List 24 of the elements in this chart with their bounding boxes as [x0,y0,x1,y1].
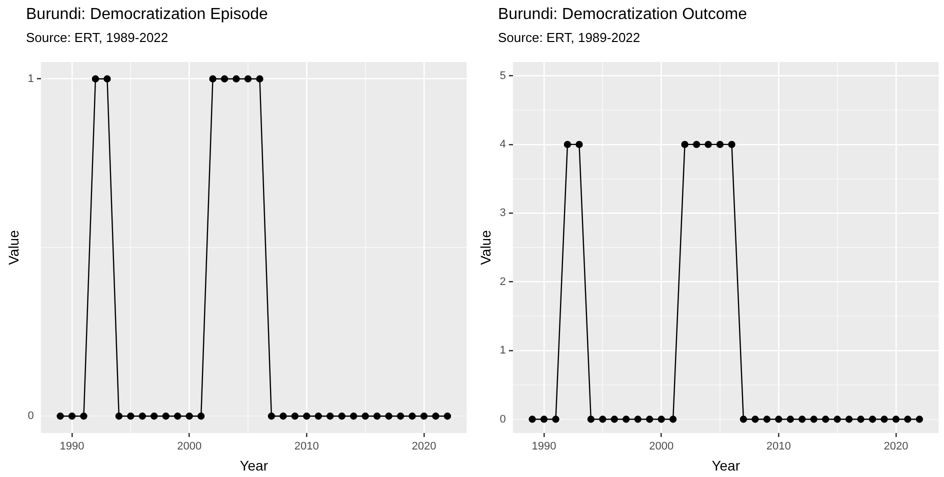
y-tick-label: 0 [500,413,506,426]
x-tick-label: 2020 [412,440,436,453]
y-tick-label: 5 [500,70,506,82]
chart-title: Burundi: Democratization Outcome [498,6,747,24]
chart-title: Burundi: Democratization Episode [26,6,268,24]
x-axis-title: Year [712,457,740,474]
x-tick-label: 2010 [766,440,791,453]
x-tick-label: 1990 [532,440,556,453]
y-axis-title: Value [5,230,22,265]
y-axis-title: Value [477,230,494,265]
y-tick-label: 0 [28,410,34,422]
x-tick-label: 2000 [649,440,674,453]
y-tick-label: 2 [500,276,506,288]
x-tick-label: 2010 [294,440,319,453]
y-tick-label: 3 [500,207,506,220]
chart-subtitle: Source: ERT, 1989-2022 [26,30,168,45]
x-tick-label: 1990 [60,440,84,453]
x-tick-label: 2000 [177,440,202,453]
y-tick-label: 1 [28,72,34,85]
x-axis-title: Year [240,457,268,474]
x-tick-label: 2020 [884,440,908,453]
y-tick-label: 1 [500,344,506,357]
chart-subtitle: Source: ERT, 1989-2022 [498,30,640,45]
y-tick-label: 4 [500,138,506,150]
